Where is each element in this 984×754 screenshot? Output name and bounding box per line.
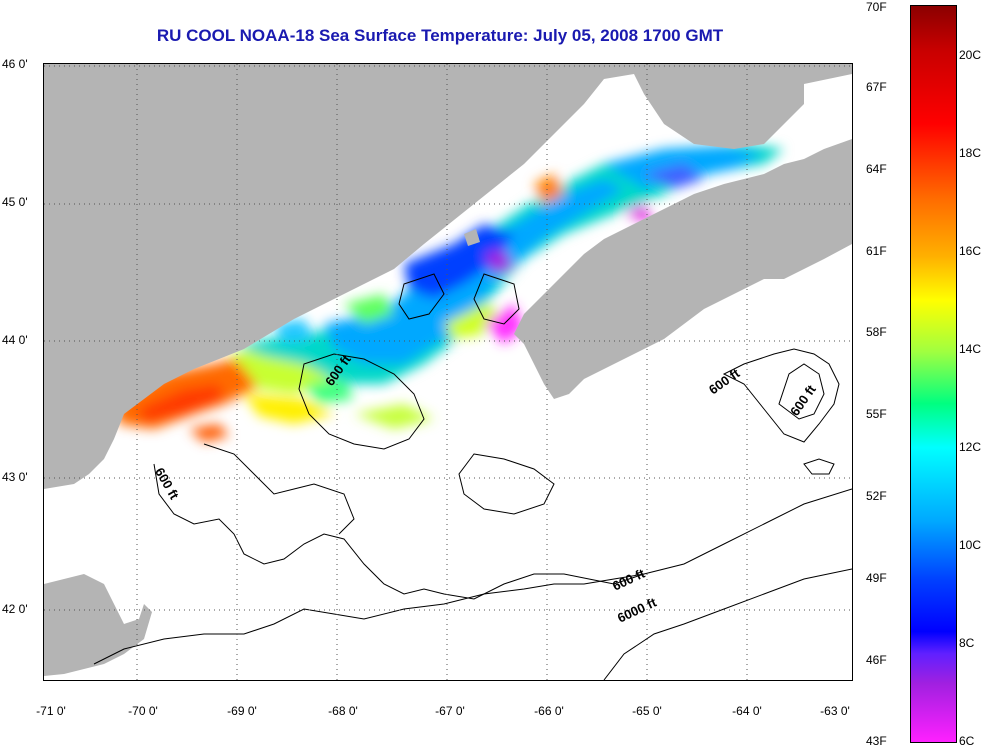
bathymetry-contours	[93, 273, 852, 680]
sst-field	[114, 144, 784, 442]
colorbar-c-label: 18C	[959, 146, 982, 160]
colorbar-c-label: 6C	[959, 734, 975, 748]
colorbar-f-label: 49F	[866, 571, 887, 585]
lat-label-45: 45 0'	[2, 195, 28, 209]
colorbar-c-label: 8C	[959, 636, 975, 650]
temperature-colorbar	[910, 5, 957, 743]
colorbar-f-label: 61F	[866, 244, 887, 258]
lon-label-65: -65 0'	[632, 704, 662, 718]
colorbar-f-label: 55F	[866, 407, 887, 421]
lat-label-44: 44 0'	[2, 333, 28, 347]
colorbar-c-label: 10C	[959, 538, 982, 552]
colorbar-c-label: 12C	[959, 440, 982, 454]
lon-label-63: -63 0'	[820, 704, 850, 718]
lon-label-67: -67 0'	[435, 704, 465, 718]
colorbar-f-label: 70F	[866, 0, 887, 14]
colorbar-f-label: 52F	[866, 489, 887, 503]
lat-label-42: 42 0'	[2, 602, 28, 616]
colorbar-f-label: 58F	[866, 325, 887, 339]
colorbar-f-label: 67F	[866, 80, 887, 94]
colorbar-c-label: 16C	[959, 244, 982, 258]
lon-label-69: -69 0'	[227, 704, 257, 718]
lon-label-70: -70 0'	[128, 704, 158, 718]
land	[44, 64, 852, 676]
lon-label-66: -66 0'	[534, 704, 564, 718]
colorbar-c-label: 14C	[959, 342, 982, 356]
sst-map	[43, 63, 853, 681]
lon-label-64: -64 0'	[732, 704, 762, 718]
colorbar-c-label: 20C	[959, 48, 982, 62]
lat-label-43: 43 0'	[2, 470, 28, 484]
colorbar-f-label: 46F	[866, 653, 887, 667]
colorbar-f-label: 64F	[866, 162, 887, 176]
colorbar-f-label: 43F	[866, 734, 887, 748]
lon-label-68: -68 0'	[328, 704, 358, 718]
map-title: RU COOL NOAA-18 Sea Surface Temperature:…	[156, 26, 724, 45]
lon-label-71: -71 0'	[36, 704, 66, 718]
lat-label-46: 46 0'	[2, 57, 28, 71]
